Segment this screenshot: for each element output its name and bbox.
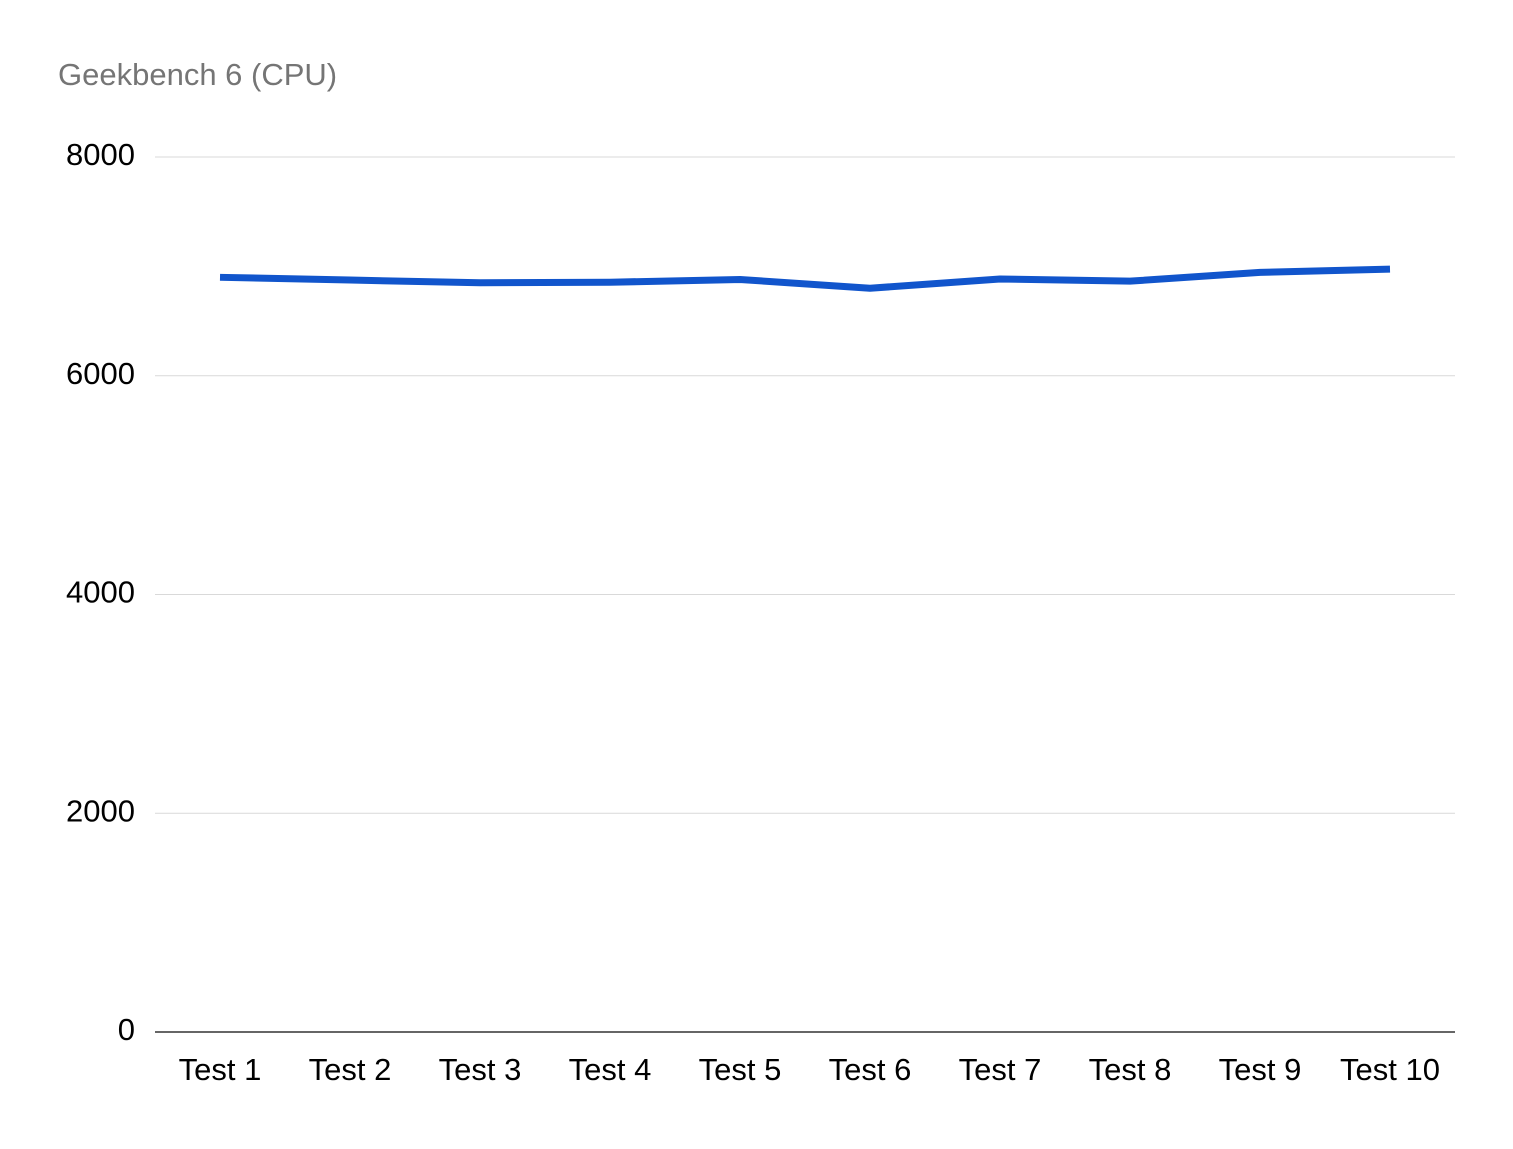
y-tick-label: 0 (118, 1012, 135, 1047)
y-tick-label: 2000 (66, 793, 135, 828)
x-tick-label: Test 7 (959, 1052, 1042, 1087)
x-tick-label: Test 9 (1219, 1052, 1302, 1087)
x-tick-label: Test 6 (829, 1052, 912, 1087)
line-series (219, 265, 1391, 292)
x-tick-label: Test 5 (699, 1052, 782, 1087)
y-tick-label: 8000 (66, 137, 135, 172)
chart-title: Geekbench 6 (CPU) (58, 57, 337, 92)
x-tick-label: Test 1 (179, 1052, 262, 1087)
x-tick-label: Test 8 (1089, 1052, 1172, 1087)
x-tick-label: Test 10 (1340, 1052, 1440, 1087)
y-tick-label: 4000 (66, 575, 135, 610)
x-tick-label: Test 3 (439, 1052, 522, 1087)
x-tick-label: Test 4 (569, 1052, 652, 1087)
x-tick-label: Test 2 (309, 1052, 392, 1087)
y-tick-label: 6000 (66, 356, 135, 391)
